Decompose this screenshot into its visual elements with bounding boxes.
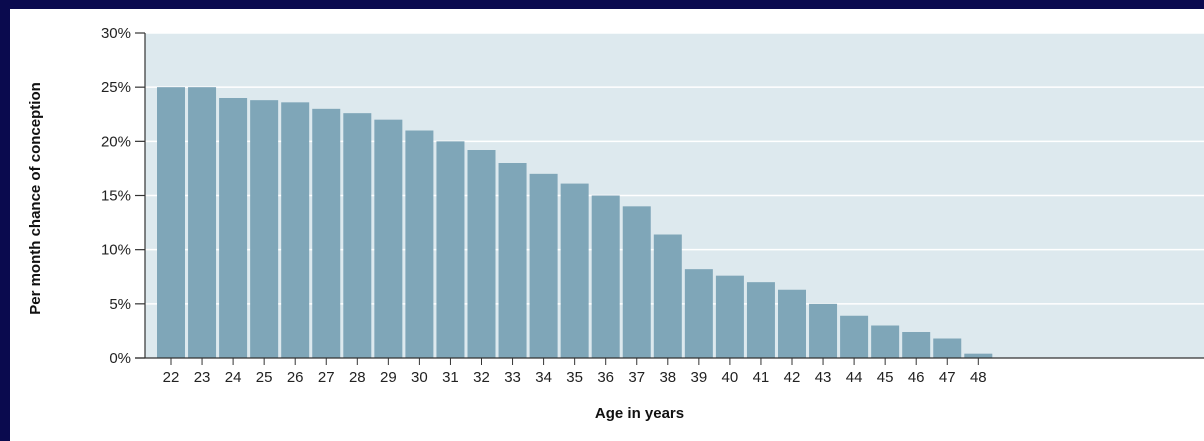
bar-age-24	[219, 98, 248, 358]
y-tick-label: 0%	[109, 350, 131, 367]
bar-age-44	[840, 315, 869, 358]
bar-age-27	[312, 108, 341, 358]
bar-age-39	[684, 269, 713, 358]
x-tick-label: 48	[970, 369, 987, 386]
chart-frame: 0% 5% 10% 15% 20% 25% 30% 22 23 24 25 26 27 28 29 30 31…	[10, 9, 1204, 441]
x-tick-label: 43	[815, 369, 832, 386]
bar-age-45	[871, 325, 900, 358]
x-axis-title: Age in years	[595, 405, 684, 422]
bar-age-48	[964, 353, 993, 358]
y-tick-label: 10%	[101, 242, 131, 259]
bar-age-29	[374, 119, 403, 359]
x-tick-label: 24	[225, 369, 242, 386]
x-axis: 22 23 24 25 26 27 28 29 30 31 32 33 34 35 36 37 38 39 40 41…	[135, 357, 1204, 386]
bar-age-42	[778, 289, 806, 358]
bar-age-23	[188, 87, 217, 359]
bar-age-43	[809, 303, 838, 358]
x-tick-label: 22	[163, 369, 180, 386]
y-tick-label: 15%	[101, 188, 131, 205]
bar-age-46	[902, 332, 931, 358]
bar-age-34	[529, 173, 558, 358]
x-tick-label: 30	[411, 369, 428, 386]
x-tick-label: 37	[628, 369, 645, 386]
bar-age-33	[498, 163, 527, 358]
bar-age-22	[157, 87, 185, 359]
y-axis-title: Per month chance of conception	[27, 82, 44, 315]
y-axis: 0% 5% 10% 15% 20% 25% 30%	[101, 25, 146, 367]
x-tick-label: 46	[908, 369, 925, 386]
x-tick-label: 38	[659, 369, 676, 386]
x-tick-label: 33	[504, 369, 521, 386]
bar-chart: 0% 5% 10% 15% 20% 25% 30% 22 23 24 25 26 27 28 29 30 31…	[27, 25, 1204, 422]
x-tick-label: 34	[535, 369, 552, 386]
bar-age-31	[436, 141, 465, 358]
y-tick-label: 25%	[101, 79, 131, 96]
x-tick-label: 23	[194, 369, 211, 386]
x-tick-label: 31	[442, 369, 459, 386]
bar-age-38	[653, 234, 682, 358]
x-tick-label: 26	[287, 369, 304, 386]
bar-age-37	[622, 206, 651, 358]
bar-age-41	[746, 282, 775, 358]
x-tick-label: 47	[939, 369, 956, 386]
bar-age-28	[343, 113, 372, 359]
x-tick-label: 25	[256, 369, 273, 386]
y-tick-label: 20%	[101, 133, 131, 150]
x-tick-label: 28	[349, 369, 366, 386]
x-tick-label: 35	[566, 369, 583, 386]
x-tick-label: 29	[380, 369, 397, 386]
x-tick-label: 45	[877, 369, 894, 386]
bar-age-35	[560, 183, 589, 358]
bar-age-32	[467, 150, 496, 358]
x-tick-label: 44	[846, 369, 863, 386]
bar-age-26	[281, 102, 310, 358]
bar-age-30	[405, 130, 434, 358]
x-tick-label: 27	[318, 369, 335, 386]
x-tick-label: 32	[473, 369, 490, 386]
bar-age-47	[933, 338, 962, 358]
y-tick-label: 5%	[109, 296, 131, 313]
x-tick-label: 40	[722, 369, 739, 386]
x-tick-label: 36	[597, 369, 614, 386]
x-tick-label: 42	[784, 369, 801, 386]
bar-age-36	[591, 195, 620, 358]
x-tick-label: 41	[753, 369, 770, 386]
bar-age-25	[250, 100, 279, 359]
y-tick-label: 30%	[101, 25, 131, 42]
x-tick-label: 39	[691, 369, 708, 386]
bar-age-40	[715, 275, 744, 358]
bars	[157, 87, 993, 359]
